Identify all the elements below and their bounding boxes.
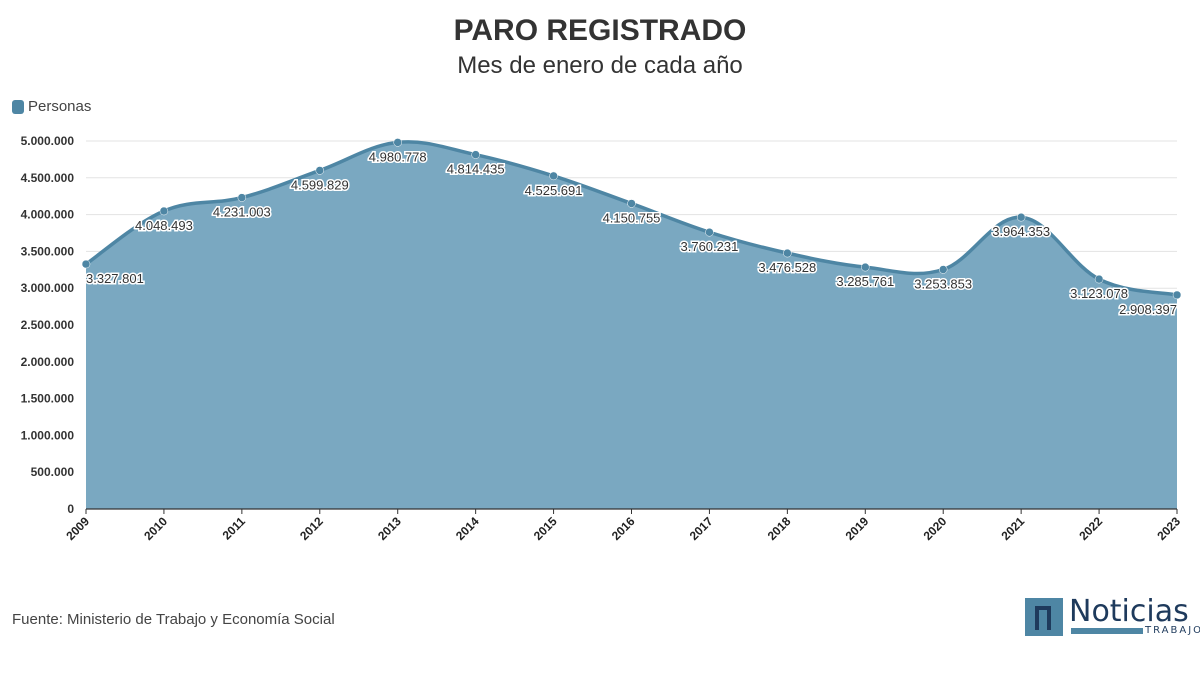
x-tick-label: 2009 [63, 514, 92, 543]
chart-title: PARO REGISTRADO [453, 14, 747, 47]
data-label: 3.253.853 [914, 277, 972, 292]
data-point [237, 193, 247, 202]
data-point [1016, 212, 1026, 222]
y-tick-label: 2.000.000 [21, 355, 75, 369]
data-label: 4.150.755 [603, 211, 661, 226]
data-point [627, 199, 636, 208]
data-label: 3.123.078 [1070, 286, 1128, 301]
x-tick-label: 2023 [1154, 514, 1183, 543]
data-point [549, 171, 558, 181]
x-tick-label: 2017 [687, 514, 716, 543]
data-label: 3.285.761 [836, 274, 894, 289]
data-point [159, 206, 169, 216]
legend-label: Personas [28, 98, 92, 115]
data-label: 4.980.778 [369, 149, 427, 164]
legend-swatch [12, 99, 24, 114]
y-tick-label: 500.000 [31, 465, 75, 479]
data-label: 4.599.829 [291, 177, 349, 192]
data-label: 3.476.528 [758, 260, 816, 275]
x-tick-label: 2022 [1076, 514, 1105, 543]
x-tick-label: 2014 [453, 514, 482, 543]
data-label: 3.760.231 [681, 239, 739, 254]
x-tick-label: 2012 [297, 514, 326, 543]
area-fill [86, 141, 1177, 509]
x-tick-label: 2010 [141, 514, 170, 543]
y-tick-label: 5.000.000 [21, 134, 75, 148]
data-label: 4.231.003 [213, 205, 271, 220]
x-tick-label: 2020 [921, 514, 950, 543]
x-tick-label: 2018 [765, 514, 794, 543]
data-point [783, 248, 792, 258]
logo-word: Noticias [1069, 594, 1189, 629]
logo-sub: TRABAJO [1145, 625, 1200, 636]
y-tick-label: 1.000.000 [21, 428, 75, 442]
data-label: 3.327.801 [86, 271, 144, 286]
y-tick-label: 0 [67, 502, 74, 516]
legend[interactable]: Personas [12, 98, 91, 115]
x-tick-label: 2016 [609, 514, 638, 543]
data-point [861, 262, 870, 272]
data-point [705, 227, 714, 237]
x-tick-label: 2019 [843, 514, 872, 543]
y-tick-label: 1.500.000 [21, 392, 75, 406]
y-tick-label: 3.500.000 [21, 244, 75, 258]
data-label: 4.048.493 [135, 218, 193, 233]
data-label: 4.525.691 [525, 183, 583, 198]
data-point [1172, 290, 1182, 300]
noticias-trabajo-logo: Noticias TRABAJO [1025, 595, 1200, 638]
x-tick-label: 2015 [531, 514, 560, 543]
x-tick-label: 2011 [220, 514, 249, 543]
y-tick-label: 2.500.000 [21, 318, 75, 332]
source-note: Fuente: Ministerio de Trabajo y Economía… [12, 611, 335, 628]
data-point [471, 150, 480, 159]
data-label: 3.964.353 [992, 224, 1050, 239]
logo-bar [1071, 628, 1143, 634]
chart-subtitle: Mes de enero de cada año [457, 52, 743, 79]
data-point [315, 166, 325, 175]
y-tick-label: 4.500.000 [21, 171, 75, 185]
data-point [393, 138, 402, 147]
data-point [938, 265, 948, 274]
data-point [1094, 274, 1104, 284]
x-tick-label: 2021 [998, 514, 1027, 543]
data-point [81, 259, 91, 269]
x-tick-label: 2013 [375, 514, 404, 543]
data-label: 2.908.397 [1119, 302, 1177, 317]
y-tick-label: 4.000.000 [21, 208, 75, 222]
data-label: 4.814.435 [447, 162, 505, 177]
y-tick-label: 3.000.000 [21, 281, 75, 295]
logo-mark [1025, 598, 1063, 636]
